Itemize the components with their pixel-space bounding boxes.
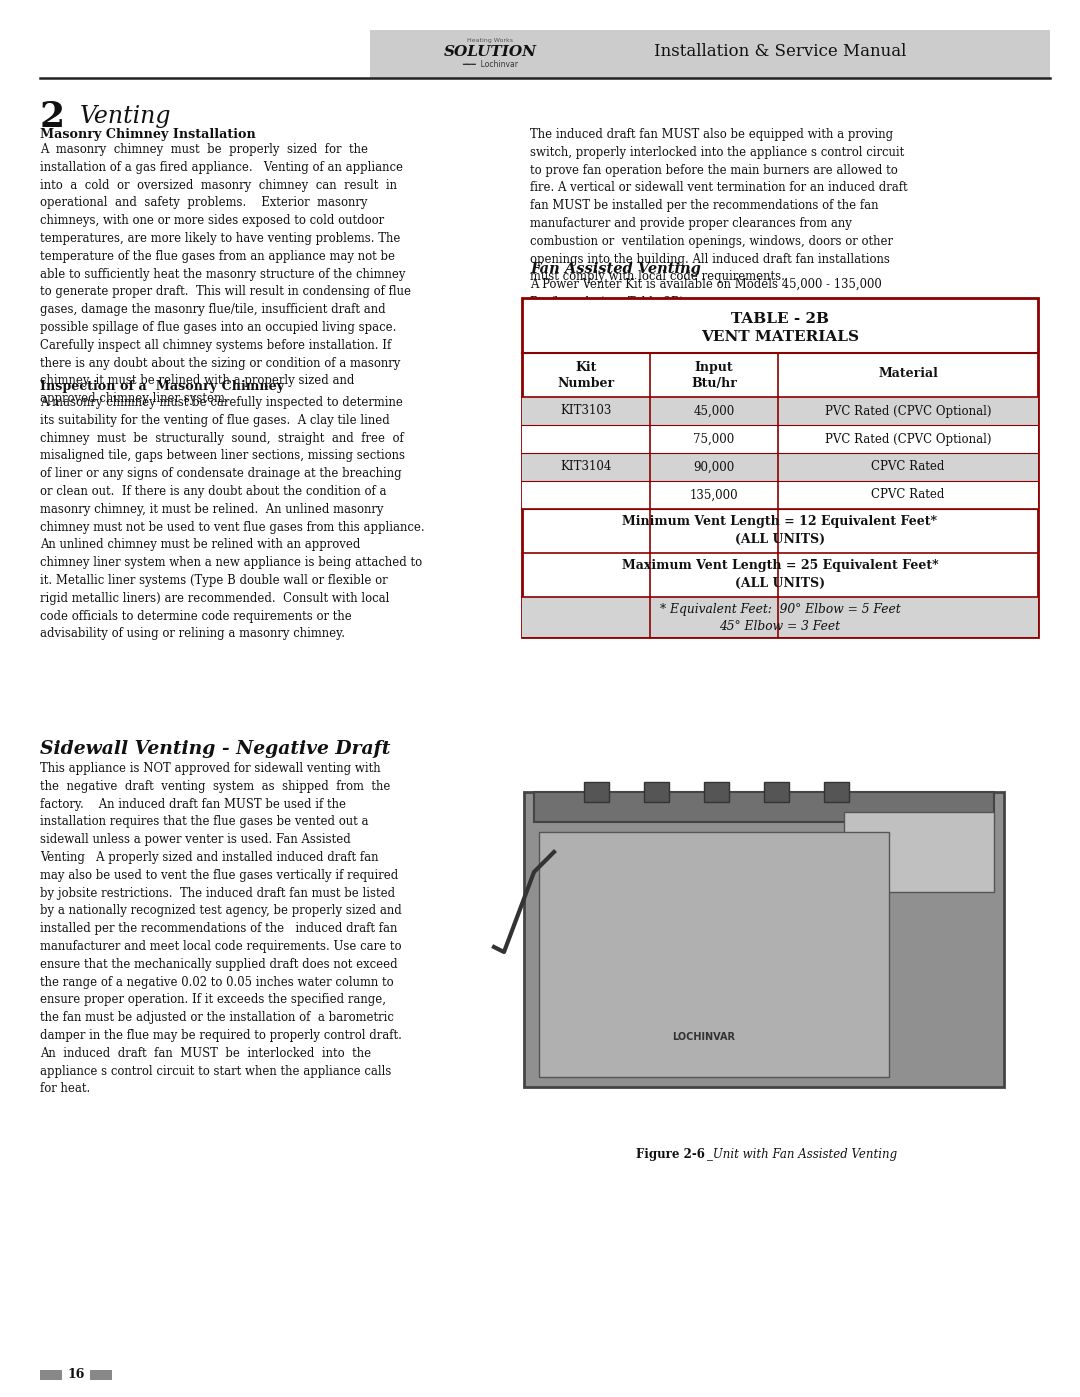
Bar — [90, 1370, 112, 1380]
Text: 75,000: 75,000 — [693, 433, 734, 446]
Bar — [522, 397, 1038, 425]
Text: _Unit with Fan Assisted Venting: _Unit with Fan Assisted Venting — [707, 1148, 897, 1161]
Bar — [40, 1370, 62, 1380]
Text: LOCHINVAR: LOCHINVAR — [673, 1032, 735, 1042]
Bar — [522, 425, 1038, 453]
Bar — [764, 782, 789, 802]
Text: 16: 16 — [67, 1368, 84, 1380]
Bar — [370, 29, 1050, 78]
Bar — [522, 453, 1038, 481]
Text: Kit
Number: Kit Number — [557, 360, 615, 390]
Text: Sidewall Venting - Negative Draft: Sidewall Venting - Negative Draft — [40, 740, 390, 759]
Text: A  masonry  chimney  must  be  properly  sized  for  the
installation of a gas f: A masonry chimney must be properly sized… — [40, 142, 411, 405]
Text: CPVC Rated: CPVC Rated — [872, 461, 945, 474]
Text: Maximum Vent Length = 25 Equivalent Feet*
(ALL UNITS): Maximum Vent Length = 25 Equivalent Feet… — [622, 559, 939, 590]
Text: KIT3103: KIT3103 — [561, 405, 611, 418]
Bar — [522, 597, 1038, 637]
Bar — [524, 792, 1004, 1087]
Text: Venting: Venting — [80, 105, 172, 129]
Text: 90,000: 90,000 — [693, 461, 734, 474]
Text: TABLE - 2B: TABLE - 2B — [731, 312, 829, 326]
Text: A masonry chimney must be carefully inspected to determine
its suitability for t: A masonry chimney must be carefully insp… — [40, 395, 424, 640]
Text: Input
Btu/hr: Input Btu/hr — [691, 360, 737, 390]
Text: 45,000: 45,000 — [693, 405, 734, 418]
Text: This appliance is NOT approved for sidewall venting with
the  negative  draft  v: This appliance is NOT approved for sidew… — [40, 761, 402, 1095]
Text: PVC Rated (CPVC Optional): PVC Rated (CPVC Optional) — [825, 433, 991, 446]
Text: A Power Venter Kit is available on Models 45,000 - 135,000
Btu/hr only (see Tabl: A Power Venter Kit is available on Model… — [530, 278, 881, 309]
Bar — [824, 782, 849, 802]
Text: VENT MATERIALS: VENT MATERIALS — [701, 330, 859, 344]
Text: The induced draft fan MUST also be equipped with a proving
switch, properly inte: The induced draft fan MUST also be equip… — [530, 129, 907, 284]
Text: Masonry Chimney Installation: Masonry Chimney Installation — [40, 129, 256, 141]
Bar — [534, 792, 994, 821]
Text: 135,000: 135,000 — [690, 489, 739, 502]
Text: Fan Assisted Venting: Fan Assisted Venting — [530, 263, 701, 277]
Bar — [644, 782, 669, 802]
Text: Material: Material — [878, 367, 937, 380]
Text: Installation & Service Manual: Installation & Service Manual — [653, 43, 906, 60]
Text: PVC Rated (CPVC Optional): PVC Rated (CPVC Optional) — [825, 405, 991, 418]
Text: Heating Works: Heating Works — [467, 38, 513, 43]
Bar — [484, 761, 1047, 1132]
Text: Inspection of a  Masonry Chimney: Inspection of a Masonry Chimney — [40, 380, 284, 393]
Bar — [584, 782, 609, 802]
Text: SOLUTION: SOLUTION — [444, 45, 537, 59]
Bar — [522, 298, 1038, 637]
Bar — [522, 481, 1038, 509]
Text: CPVC Rated: CPVC Rated — [872, 489, 945, 502]
Text: Minimum Vent Length = 12 Equivalent Feet*
(ALL UNITS): Minimum Vent Length = 12 Equivalent Feet… — [622, 515, 937, 545]
Text: ━━━  Lochinvar: ━━━ Lochinvar — [462, 60, 518, 68]
Text: Figure 2-6: Figure 2-6 — [636, 1148, 705, 1161]
Text: 2: 2 — [40, 101, 65, 134]
Bar — [843, 812, 994, 893]
Text: * Equivalent Feet:  90° Elbow = 5 Feet
45° Elbow = 3 Feet: * Equivalent Feet: 90° Elbow = 5 Feet 45… — [660, 604, 901, 633]
Bar — [704, 782, 729, 802]
Bar — [539, 833, 889, 1077]
Text: KIT3104: KIT3104 — [561, 461, 611, 474]
